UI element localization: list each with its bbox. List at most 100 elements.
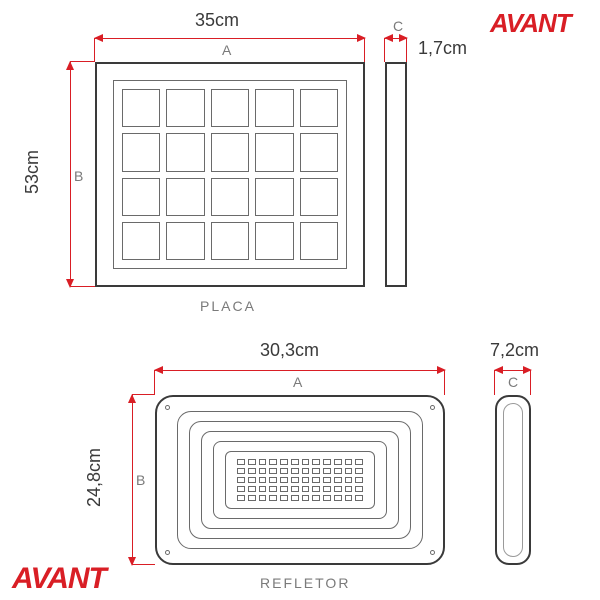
led-cell (312, 495, 320, 501)
placa-dim-c-extline-r (406, 38, 407, 62)
placa-dim-b-extline-b (70, 286, 95, 287)
solar-cell (122, 133, 160, 171)
logo-text: AVANT (490, 8, 571, 38)
led-cell (280, 468, 288, 474)
placa-dim-c-letter: C (393, 18, 403, 34)
solar-cell (255, 133, 293, 171)
led-cell (334, 486, 342, 492)
led-cell (323, 459, 331, 465)
led-cell (269, 486, 277, 492)
brand-logo-top: AVANT (490, 8, 571, 39)
solar-cell (122, 89, 160, 127)
led-cell (312, 486, 320, 492)
placa-solar-grid (122, 89, 338, 260)
placa-side (385, 62, 407, 287)
solar-cell (166, 89, 204, 127)
refletor-dim-a-extline-r (444, 370, 445, 395)
refletor-dim-c-extline-r (530, 370, 531, 395)
refletor-dim-b-value: 24,8cm (84, 448, 105, 507)
led-cell (302, 477, 310, 483)
solar-cell (166, 133, 204, 171)
led-cell (269, 459, 277, 465)
led-cell (355, 468, 363, 474)
led-cell (248, 477, 256, 483)
refletor-side-inner (503, 403, 523, 557)
solar-cell (300, 222, 338, 260)
led-cell (323, 468, 331, 474)
led-cell (345, 477, 353, 483)
led-cell (355, 459, 363, 465)
led-cell (269, 468, 277, 474)
refletor-dim-a-arrow (155, 370, 445, 371)
placa-dim-a-letter: A (222, 42, 231, 58)
led-cell (323, 495, 331, 501)
placa-dim-c-extline-l (384, 38, 385, 62)
placa-dim-c-arrow (385, 38, 407, 39)
solar-cell (211, 178, 249, 216)
solar-cell (211, 133, 249, 171)
led-cell (312, 477, 320, 483)
solar-cell (211, 222, 249, 260)
placa-dim-b-extline-t (70, 61, 95, 62)
led-cell (323, 486, 331, 492)
led-cell (291, 495, 299, 501)
refletor-dim-c-letter: C (508, 374, 518, 390)
solar-cell (255, 222, 293, 260)
led-cell (312, 459, 320, 465)
led-cell (280, 486, 288, 492)
led-cell (259, 477, 267, 483)
placa-dim-b-value: 53cm (22, 150, 43, 194)
led-cell (345, 459, 353, 465)
placa-dim-a-extline-r (364, 38, 365, 62)
led-cell (355, 486, 363, 492)
led-cell (291, 459, 299, 465)
solar-cell (122, 178, 160, 216)
refletor-dim-b-arrow (132, 395, 133, 565)
placa-dim-b-arrow (70, 62, 71, 287)
refletor-dim-b-extline-b (132, 564, 155, 565)
led-cell (259, 486, 267, 492)
solar-cell (255, 178, 293, 216)
led-cell (237, 477, 245, 483)
refletor-label: REFLETOR (260, 575, 350, 591)
solar-cell (300, 178, 338, 216)
led-cell (323, 477, 331, 483)
led-cell (302, 495, 310, 501)
led-cell (302, 459, 310, 465)
led-cell (259, 468, 267, 474)
led-cell (355, 495, 363, 501)
led-cell (291, 486, 299, 492)
refletor-dim-c-arrow (495, 370, 531, 371)
screw-icon (430, 550, 435, 555)
led-cell (312, 468, 320, 474)
placa-dim-a-extline-l (94, 38, 95, 62)
led-cell (237, 495, 245, 501)
led-cell (280, 495, 288, 501)
led-cell (248, 486, 256, 492)
solar-cell (166, 178, 204, 216)
screw-icon (430, 405, 435, 410)
placa-front-inner (113, 80, 347, 269)
placa-dim-a-arrow (95, 38, 365, 39)
led-cell (248, 468, 256, 474)
refletor-dim-b-letter: B (136, 472, 145, 488)
led-cell (280, 459, 288, 465)
led-cell (334, 477, 342, 483)
solar-cell (166, 222, 204, 260)
placa-dim-a-value: 35cm (195, 10, 239, 31)
solar-cell (122, 222, 160, 260)
placa-label: PLACA (200, 298, 256, 314)
led-cell (280, 477, 288, 483)
led-cell (345, 495, 353, 501)
led-cell (334, 495, 342, 501)
led-cell (334, 459, 342, 465)
led-cell (302, 486, 310, 492)
led-cell (291, 468, 299, 474)
led-cell (237, 486, 245, 492)
led-cell (248, 495, 256, 501)
refletor-led-grid (237, 459, 363, 501)
brand-logo-bottom: AVANT (12, 562, 106, 596)
refletor-dim-a-value: 30,3cm (260, 340, 319, 361)
refletor-side (495, 395, 531, 565)
led-cell (259, 495, 267, 501)
